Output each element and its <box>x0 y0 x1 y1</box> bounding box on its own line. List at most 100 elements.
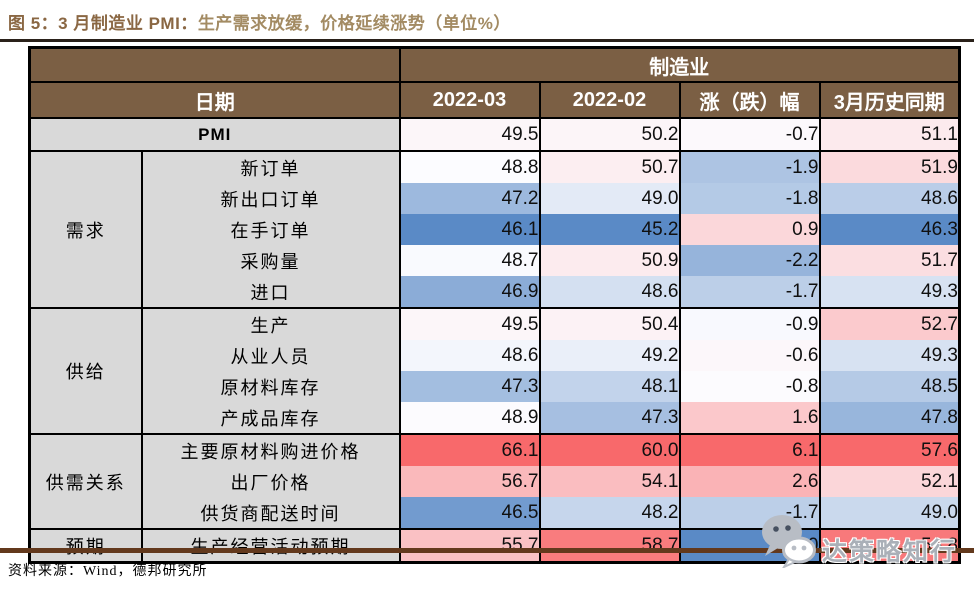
value-cell: 48.2 <box>538 497 680 529</box>
chat-bubbles-logo-icon <box>758 512 820 573</box>
value-cell: 66.1 <box>398 433 540 466</box>
value-cell: 58.7 <box>538 528 680 563</box>
value-cell: 46.3 <box>818 214 960 245</box>
value-cell: 48.9 <box>398 402 540 434</box>
value-cell: 48.6 <box>398 340 540 371</box>
table-row: 原材料库存 47.3 48.1 -0.8 48.5 <box>30 371 960 402</box>
value-cell: 0.9 <box>678 214 820 245</box>
value-cell: 60.0 <box>538 433 680 466</box>
figure-title-text: 生产需求放缓，价格延续涨势（单位%） <box>197 14 511 33</box>
group-label-expectation: 预期 <box>28 528 142 563</box>
group-label-supply: 供给 <box>28 307 142 434</box>
watermark-text: 达策略知行 <box>822 539 958 566</box>
header-industry: 制造业 <box>398 47 960 83</box>
table-row-pmi: PMI 49.5 50.2 -0.7 51.1 <box>28 117 960 151</box>
value-cell: -2.2 <box>678 245 820 276</box>
value-cell: 49.0 <box>818 497 960 529</box>
row-label: 进口 <box>140 276 400 308</box>
row-label: 产成品库存 <box>140 402 400 434</box>
value-cell: 48.8 <box>398 150 540 183</box>
table-row: 供给 生产 49.5 50.4 -0.9 52.7 <box>28 307 960 434</box>
value-cell: 51.7 <box>818 245 960 276</box>
row-label: 采购量 <box>140 245 400 276</box>
row-label-pmi: PMI <box>28 117 400 151</box>
row-label: 生产 <box>140 307 400 340</box>
value-cell: 48.1 <box>538 371 680 402</box>
value-cell: 50.2 <box>538 117 680 151</box>
row-label: 出厂价格 <box>140 466 400 497</box>
row-label: 供货商配送时间 <box>140 497 400 529</box>
value-cell: 45.2 <box>538 214 680 245</box>
value-cell: 46.5 <box>398 497 540 529</box>
table-header-columns-row: 日期 2022-03 2022-02 涨（跌）幅 3月历史同期 <box>28 82 960 119</box>
value-cell: 54.1 <box>538 466 680 497</box>
table-row: 在手订单 46.1 45.2 0.9 46.3 <box>30 214 960 245</box>
value-cell: 55.7 <box>398 528 540 563</box>
header-march-history: 3月历史同期 <box>818 82 960 119</box>
value-cell: 50.4 <box>538 307 680 340</box>
value-cell: -0.7 <box>678 117 820 151</box>
table-row: 采购量 48.7 50.9 -2.2 51.7 <box>30 245 960 276</box>
value-cell: 56.7 <box>398 466 540 497</box>
value-cell: -0.8 <box>678 371 820 402</box>
bottom-divider-line <box>0 548 974 553</box>
table-row: 产成品库存 48.9 47.3 1.6 47.8 <box>30 402 960 434</box>
group-label-supply-demand: 供需关系 <box>28 433 142 529</box>
value-cell: 48.5 <box>818 371 960 402</box>
table-row: 新出口订单 47.2 49.0 -1.8 48.6 <box>30 183 960 214</box>
table-row: 出厂价格 56.7 54.1 2.6 52.1 <box>30 466 960 497</box>
table-row: 预期 生产经营活动预期 55.7 58.7 -3.0 56.8 <box>28 528 960 563</box>
value-cell: 48.6 <box>538 276 680 308</box>
value-cell: 50.9 <box>538 245 680 276</box>
table-row: 从业人员 48.6 49.2 -0.6 49.3 <box>30 340 960 371</box>
value-cell: 47.8 <box>818 402 960 434</box>
pmi-table: 制造业 日期 2022-03 2022-02 涨（跌）幅 3月历史同期 PMI … <box>28 46 961 564</box>
table-row: 供需关系 主要原材料购进价格 66.1 60.0 6.1 57.6 <box>28 433 960 529</box>
value-cell: 2.6 <box>678 466 820 497</box>
table-row: 供货商配送时间 46.5 48.2 -1.7 49.0 <box>30 497 960 529</box>
value-cell: 48.7 <box>398 245 540 276</box>
row-label: 生产经营活动预期 <box>140 528 400 563</box>
value-cell: 49.3 <box>818 276 960 308</box>
value-cell: 49.2 <box>538 340 680 371</box>
table-row: 需求 新订单 48.8 50.7 -1.9 51.9 <box>28 150 960 308</box>
value-cell: 46.1 <box>398 214 540 245</box>
header-change: 涨（跌）幅 <box>678 82 820 119</box>
value-cell: -1.8 <box>678 183 820 214</box>
header-date: 日期 <box>28 82 400 119</box>
title-divider-line <box>0 39 974 42</box>
row-label: 在手订单 <box>140 214 400 245</box>
row-label: 新订单 <box>140 150 400 183</box>
row-label: 原材料库存 <box>140 371 400 402</box>
value-cell: 47.2 <box>398 183 540 214</box>
table-row: 进口 46.9 48.6 -1.7 49.3 <box>30 276 960 308</box>
value-cell: 51.9 <box>818 150 960 183</box>
value-cell: -0.9 <box>678 307 820 340</box>
value-cell: -1.9 <box>678 150 820 183</box>
value-cell: 46.9 <box>398 276 540 308</box>
table-header-industry-row: 制造业 <box>28 47 960 83</box>
value-cell: 6.1 <box>678 433 820 466</box>
group-label-demand: 需求 <box>28 150 142 308</box>
figure-title-prefix: 图 5：3 月制造业 PMI： <box>8 14 198 33</box>
row-label: 新出口订单 <box>140 183 400 214</box>
value-cell: 51.1 <box>818 117 960 151</box>
value-cell: 52.1 <box>818 466 960 497</box>
header-2022-03: 2022-03 <box>398 82 540 119</box>
value-cell: -0.6 <box>678 340 820 371</box>
value-cell: 48.6 <box>818 183 960 214</box>
value-cell: 50.7 <box>538 150 680 183</box>
row-label: 主要原材料购进价格 <box>140 433 400 466</box>
value-cell: 56.8 <box>818 528 960 563</box>
value-cell: -1.7 <box>678 276 820 308</box>
row-label: 从业人员 <box>140 340 400 371</box>
value-cell: 49.5 <box>398 117 540 151</box>
figure-title: 图 5：3 月制造业 PMI：生产需求放缓，价格延续涨势（单位%） <box>8 9 511 34</box>
header-2022-02: 2022-02 <box>538 82 680 119</box>
watermark: 达策略知行 <box>758 512 957 573</box>
value-cell: 1.6 <box>678 402 820 434</box>
value-cell: 47.3 <box>538 402 680 434</box>
value-cell: 47.3 <box>398 371 540 402</box>
value-cell: 49.0 <box>538 183 680 214</box>
